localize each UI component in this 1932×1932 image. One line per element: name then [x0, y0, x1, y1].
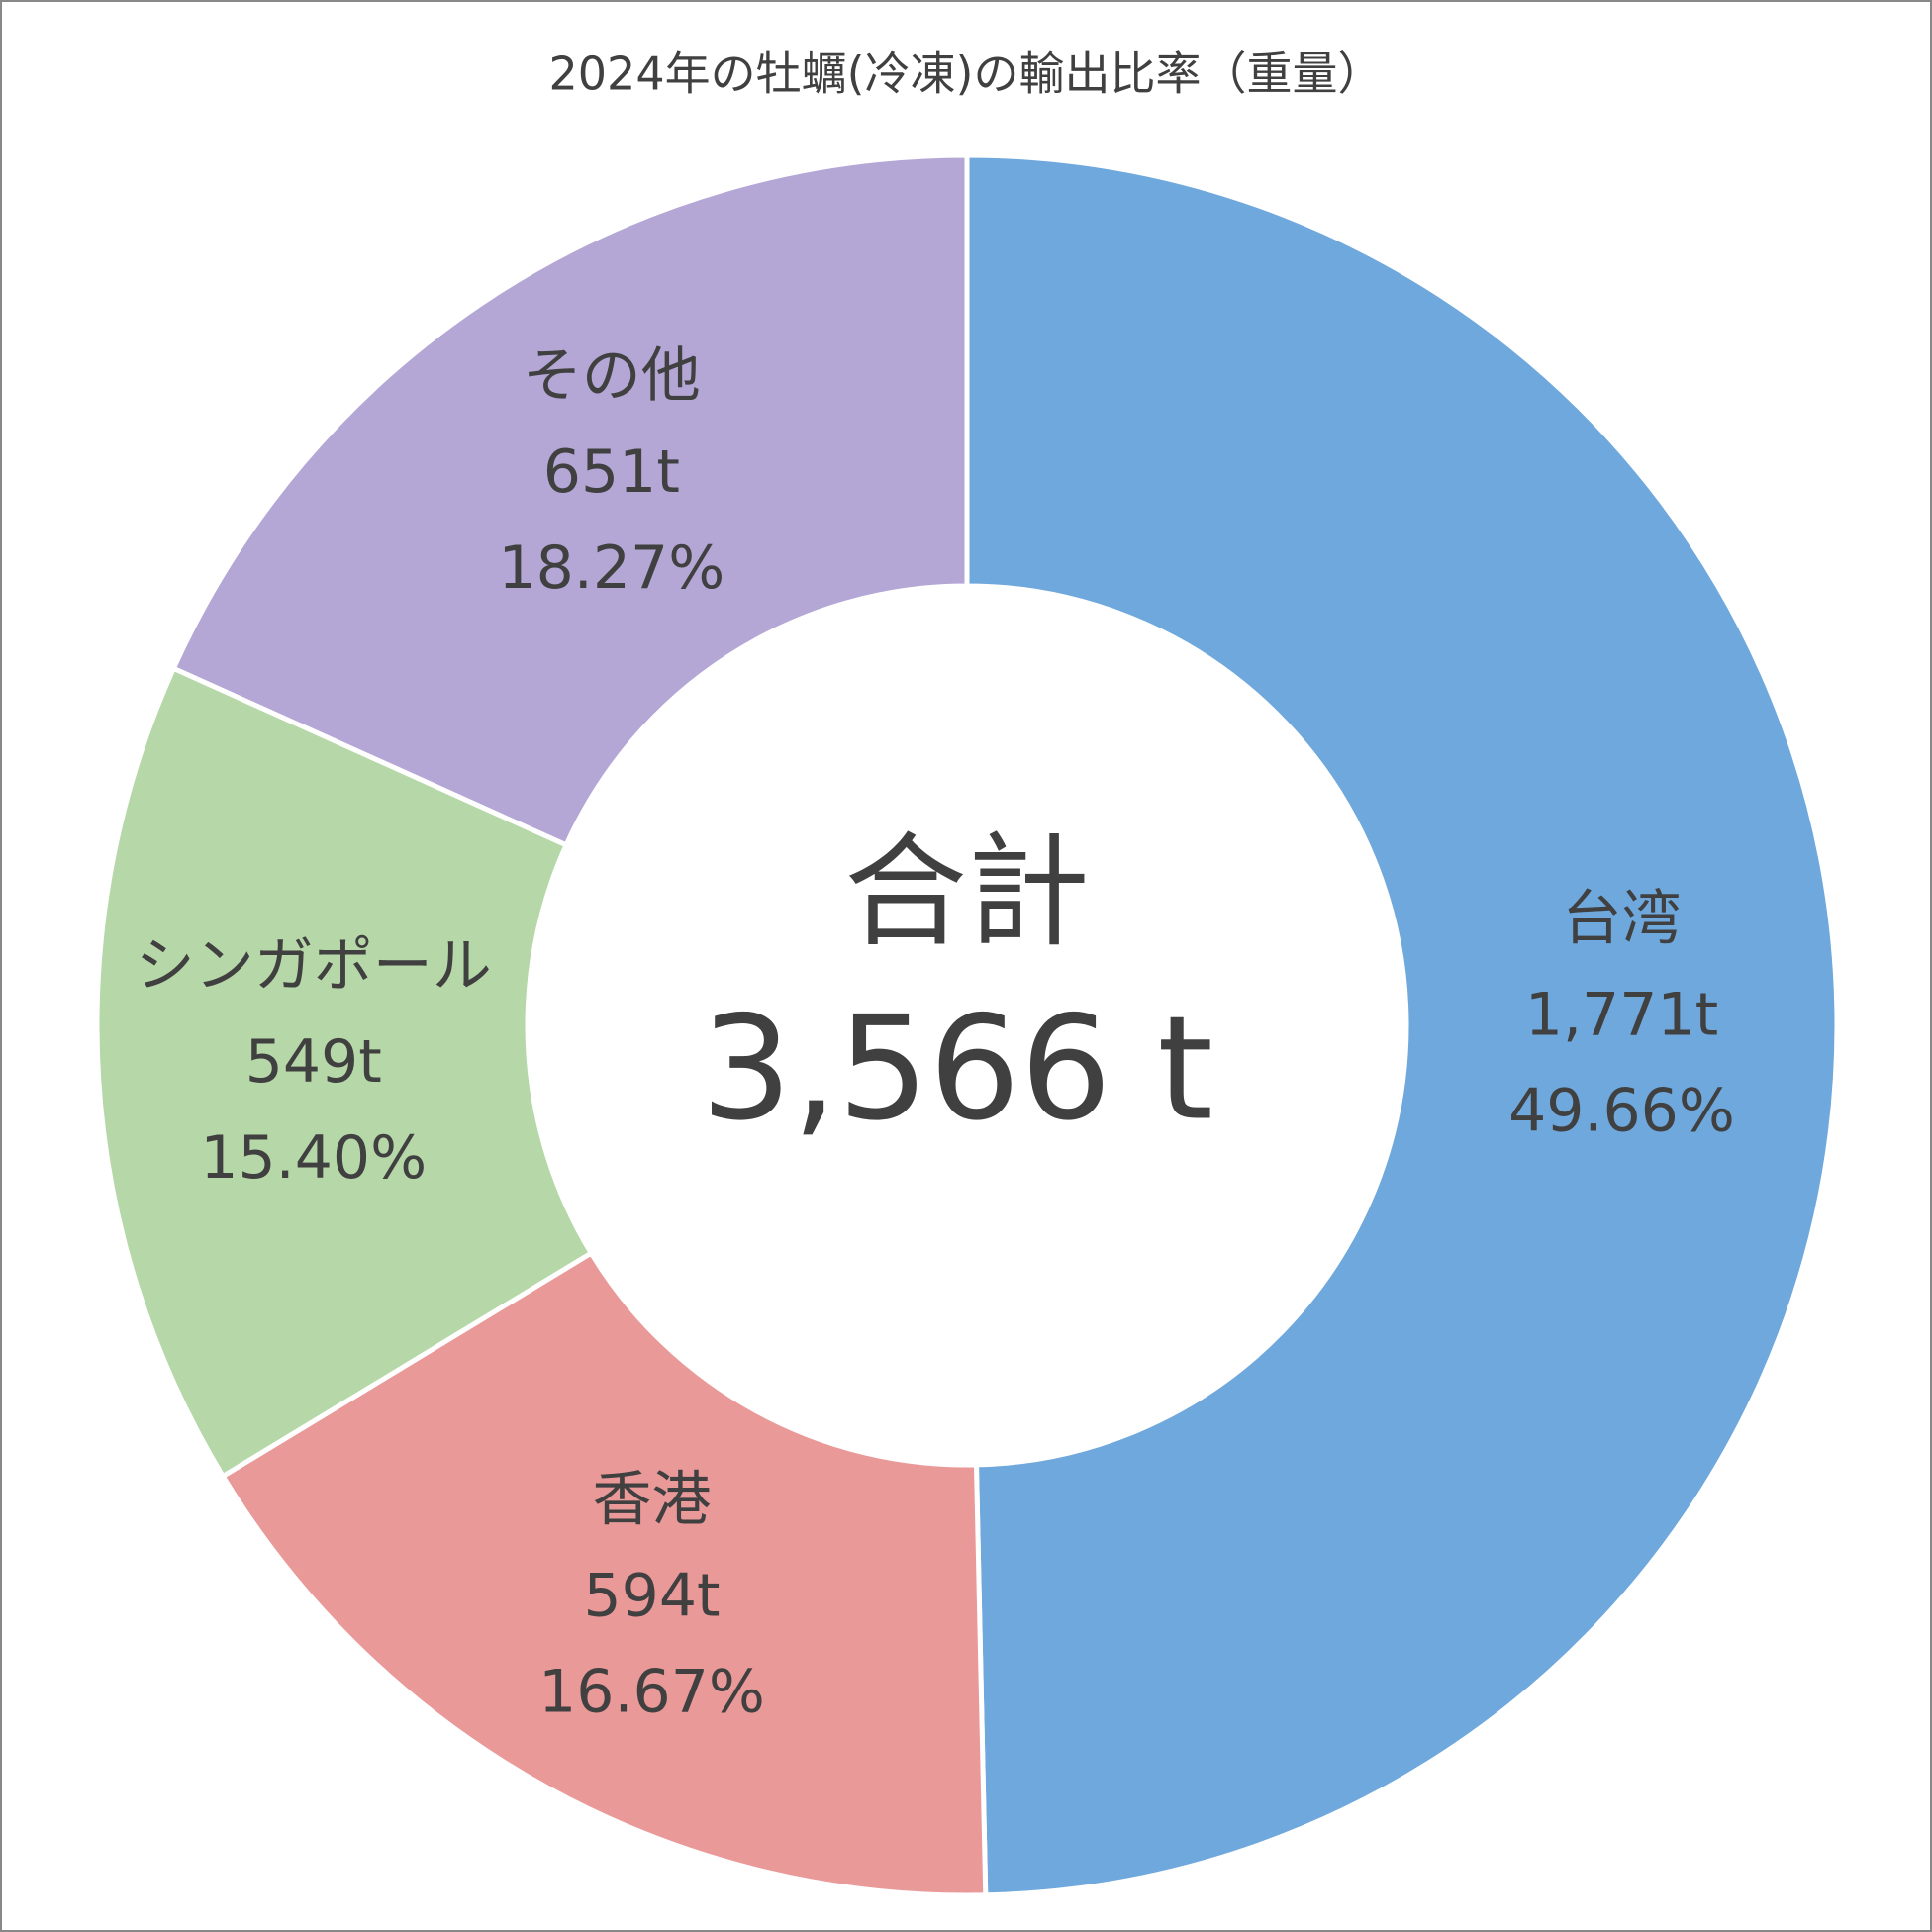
segment-value-label: 651t — [543, 437, 680, 507]
segment-name: 台湾 — [1562, 885, 1681, 954]
donut-segment — [170, 152, 970, 849]
segment-value-label: 549t — [245, 1027, 382, 1097]
segment-name: その他 — [523, 341, 701, 411]
segment-name: シンガポール — [136, 931, 492, 1001]
segment-percentage-label: 15.40% — [200, 1123, 427, 1193]
segment-name: 香港 — [593, 1465, 712, 1534]
donut-segment — [94, 664, 595, 1480]
donut-segment — [964, 152, 1840, 1898]
total-label: 3,566 t — [701, 986, 1213, 1153]
segment-percentage-label: 49.66% — [1508, 1077, 1735, 1146]
segment-value-label: 594t — [583, 1561, 720, 1630]
segment-percentage-label: 18.27% — [498, 533, 724, 603]
segment-value-label: 1,771t — [1525, 981, 1718, 1050]
chart-title: 2024年の牡蠣(冷凍)の輸出比率（重量） — [549, 48, 1384, 101]
donut-segment — [219, 1249, 989, 1898]
center-title: 合計 — [844, 821, 1090, 964]
segment-percentage-label: 16.67% — [538, 1657, 765, 1726]
